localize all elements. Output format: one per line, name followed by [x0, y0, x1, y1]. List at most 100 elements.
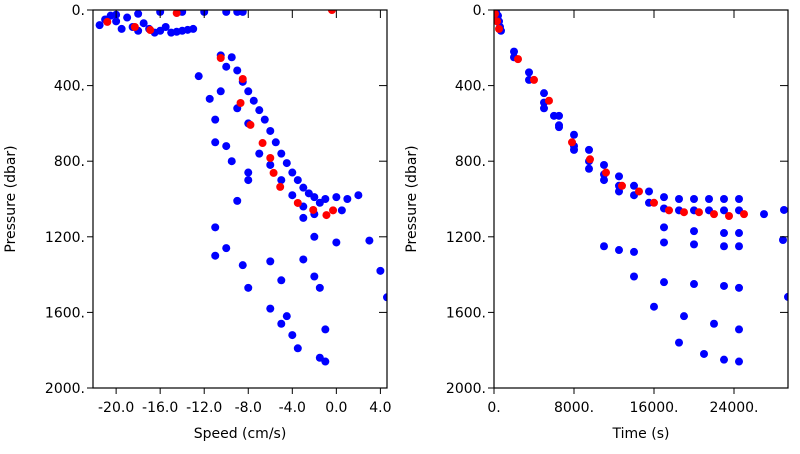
point: [618, 181, 626, 190]
point: [309, 205, 318, 214]
point: [172, 10, 181, 18]
point: [310, 193, 319, 202]
point: [376, 266, 385, 275]
point: [660, 278, 668, 287]
point: [238, 74, 247, 83]
point: [690, 195, 698, 203]
x-tick-label: 8000.: [554, 400, 594, 416]
point: [327, 10, 336, 14]
point: [615, 172, 623, 181]
point: [735, 242, 743, 251]
x-axis-label: Speed (cm/s): [194, 426, 287, 442]
point: [282, 312, 291, 321]
y-tick-label: 400.: [455, 79, 486, 95]
point: [293, 176, 302, 185]
point: [255, 106, 264, 115]
point: [735, 325, 743, 334]
point: [570, 130, 578, 139]
x-tick-label: -12.0: [186, 400, 222, 416]
point: [216, 54, 225, 63]
point: [139, 19, 148, 28]
point: [650, 198, 658, 207]
point: [630, 247, 638, 256]
point: [602, 168, 610, 177]
point: [266, 153, 275, 162]
point: [194, 72, 203, 81]
point: [315, 283, 324, 292]
point: [310, 232, 319, 241]
point: [288, 168, 297, 177]
point: [277, 319, 286, 328]
point: [735, 357, 743, 366]
point: [271, 138, 280, 147]
point: [568, 138, 576, 147]
point: [700, 349, 708, 358]
y-tick-label: 2000.: [45, 381, 85, 397]
point: [277, 276, 286, 285]
point: [161, 23, 170, 32]
y-tick-label: 1600.: [446, 305, 486, 321]
point: [332, 193, 341, 202]
point: [710, 319, 718, 328]
point: [780, 205, 788, 214]
point: [740, 210, 748, 219]
point: [735, 283, 743, 292]
point: [343, 195, 352, 203]
y-tick-label: 0.: [72, 3, 85, 19]
point: [216, 87, 225, 96]
point: [720, 242, 728, 251]
y-tick-label: 800.: [455, 154, 486, 170]
point: [550, 111, 558, 120]
point: [266, 160, 275, 169]
point: [130, 23, 139, 32]
x-tick-label: 0.0: [325, 400, 347, 416]
point: [117, 24, 126, 33]
point: [383, 293, 387, 302]
point: [211, 138, 220, 147]
point: [615, 246, 623, 255]
point: [720, 195, 728, 203]
point: [322, 211, 331, 220]
point: [315, 353, 324, 362]
point: [660, 193, 668, 202]
point: [665, 206, 673, 215]
point: [134, 10, 143, 18]
point: [585, 164, 593, 173]
point: [246, 120, 255, 129]
point: [103, 17, 112, 26]
y-tick-label: 1200.: [45, 230, 85, 246]
point: [236, 98, 245, 107]
point: [695, 208, 703, 217]
point: [510, 47, 518, 56]
y-tick-label: 1600.: [45, 305, 85, 321]
point: [321, 325, 330, 334]
point: [710, 210, 718, 219]
point: [720, 281, 728, 290]
x-tick-label: -16.0: [142, 400, 178, 416]
point: [675, 338, 683, 347]
point: [260, 115, 269, 124]
x-axis-label: Time (s): [612, 426, 670, 442]
point: [146, 26, 155, 35]
point: [189, 24, 198, 33]
point: [690, 227, 698, 236]
point: [310, 272, 319, 281]
point: [269, 168, 278, 177]
point: [293, 344, 302, 353]
point: [630, 272, 638, 281]
point: [112, 17, 121, 26]
point: [266, 126, 275, 135]
point: [720, 355, 728, 364]
point: [337, 206, 346, 215]
point: [238, 261, 247, 270]
plot-frame: [493, 9, 789, 389]
y-tick-label: 0.: [473, 3, 486, 19]
point: [585, 145, 593, 154]
point: [660, 223, 668, 232]
point: [600, 160, 608, 169]
points: [95, 10, 387, 366]
x-tick-label: 4.0: [369, 400, 391, 416]
point: [735, 195, 743, 203]
point: [238, 10, 247, 16]
